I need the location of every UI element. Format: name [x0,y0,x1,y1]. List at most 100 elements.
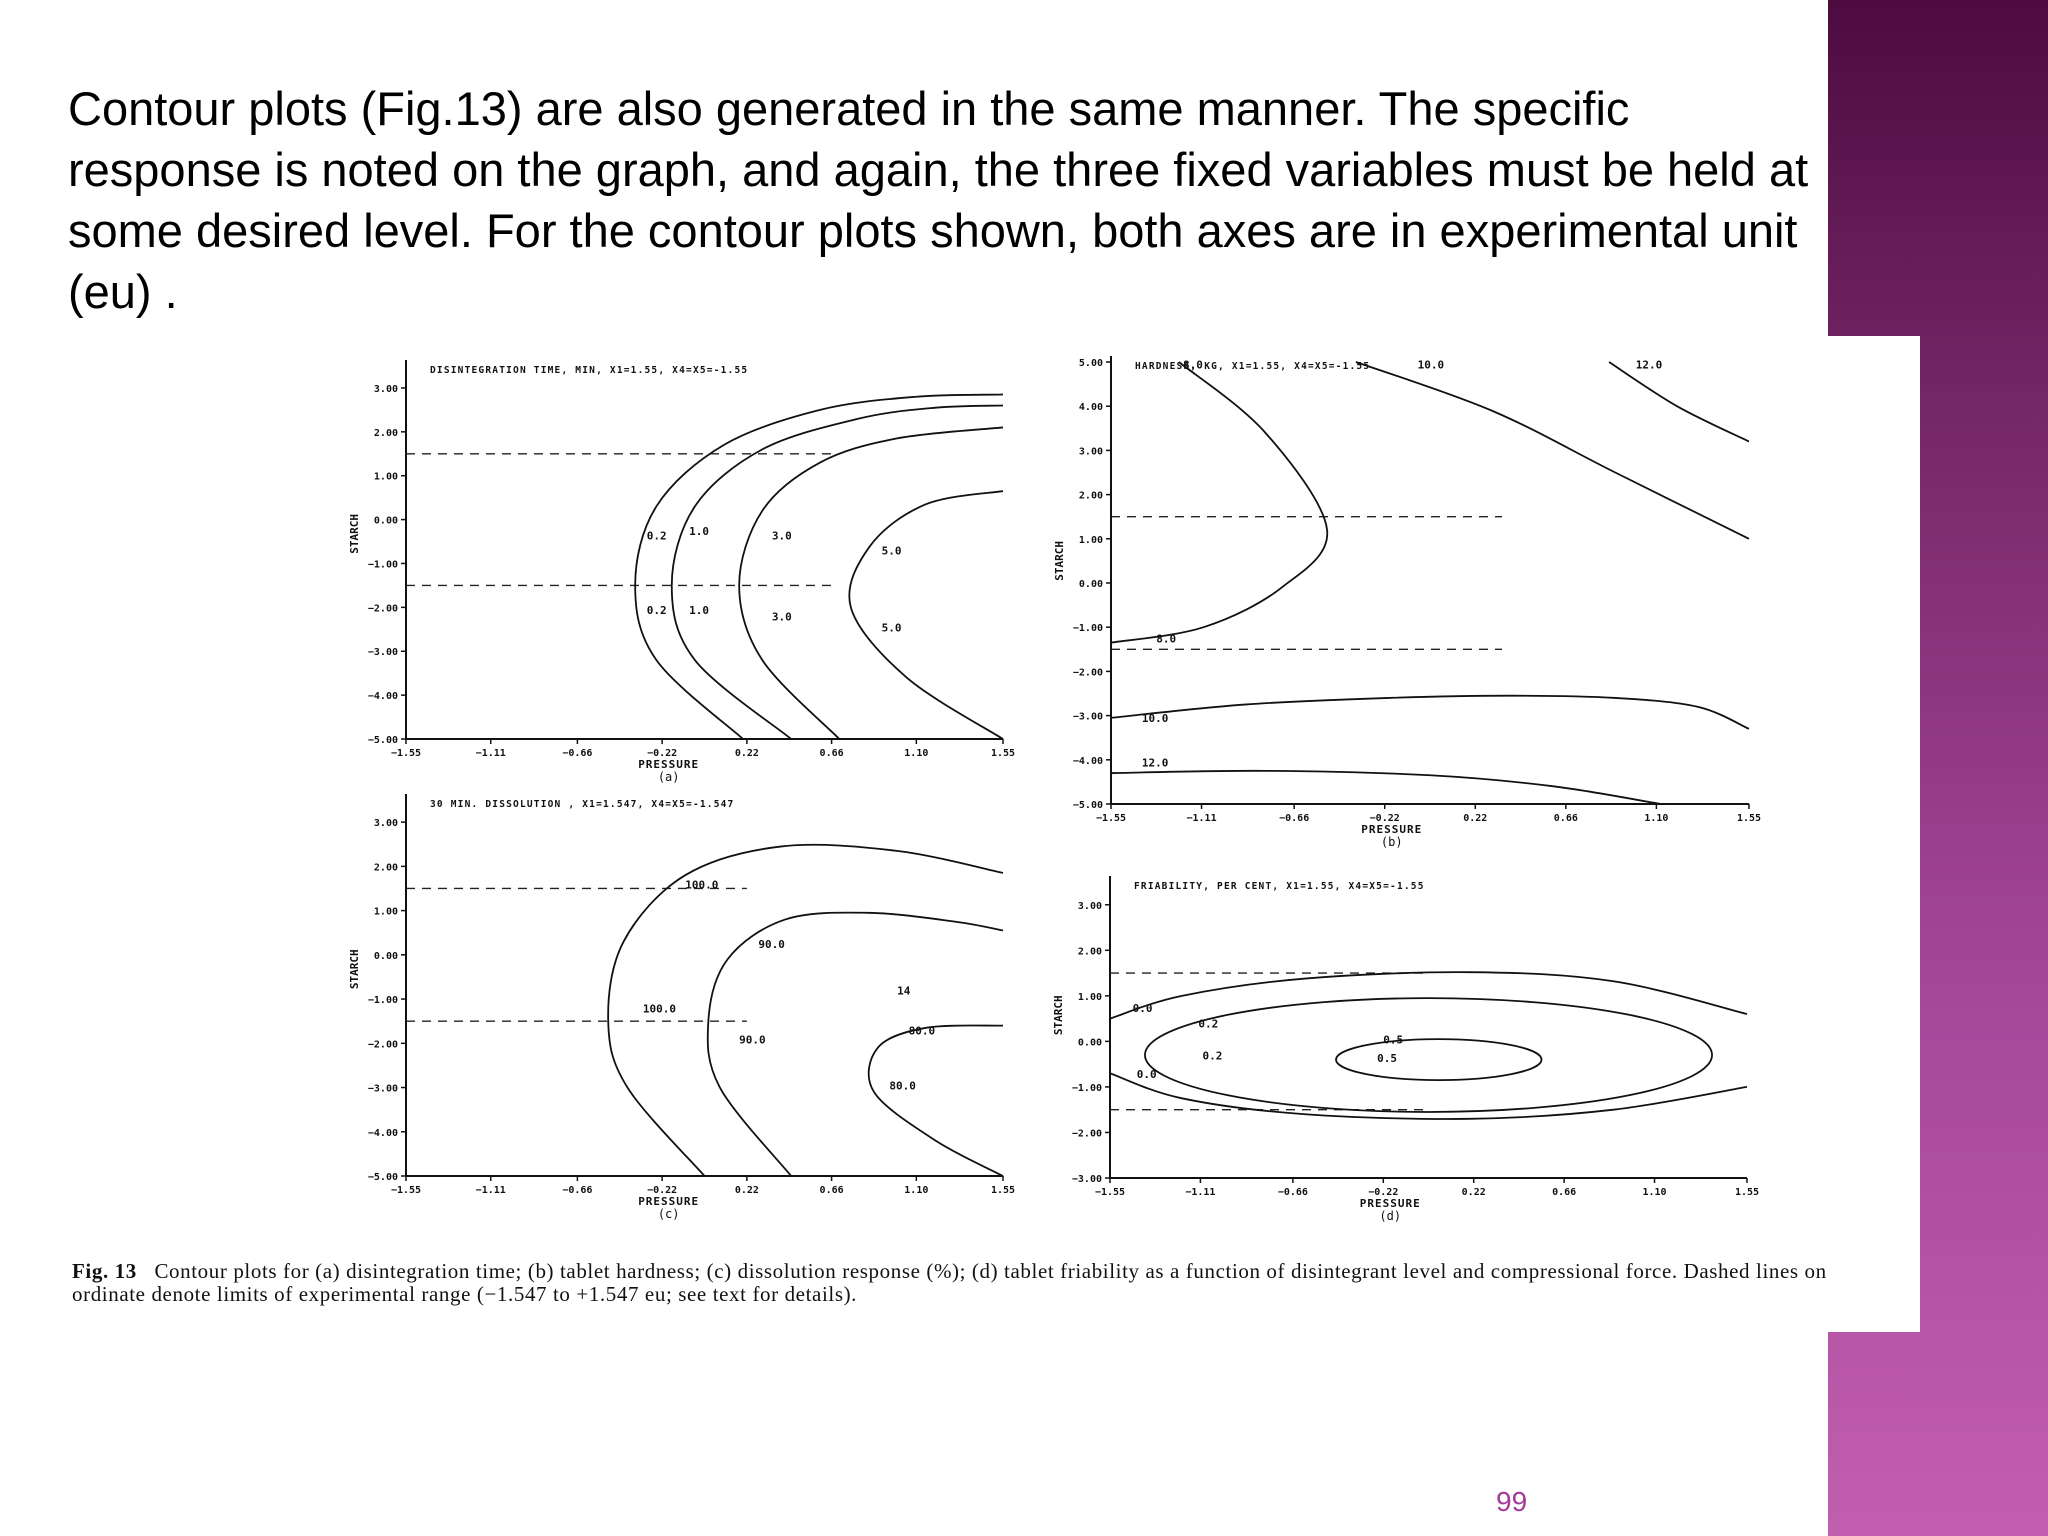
y-tick-label: −4.00 [1073,756,1103,767]
contour-line [1355,361,1750,540]
contour-line [738,426,1004,740]
x-tick-label: −0.22 [1368,1187,1398,1198]
y-axis-label: STARCH [1053,541,1066,581]
x-tick-label: 1.10 [904,1185,928,1196]
y-tick-label: −1.00 [368,995,398,1006]
contour-label: 100.0 [643,1002,676,1015]
contour-label: 1.0 [689,525,709,538]
contour-figure: −1.55 −1.11 −0.66 −0.22 0.22 0.66 1.10 1.553.00… [348,356,1761,1223]
contour-line [1608,361,1750,443]
y-tick-label: 2.00 [1078,946,1102,957]
x-tick-label: −1.55 [391,748,421,759]
x-tick-label: 1.55 [1735,1187,1759,1198]
x-tick-label: 1.10 [1644,813,1668,824]
contour-line [848,490,1004,740]
x-tick-label: −1.55 [1096,813,1126,824]
panel-title: DISINTEGRATION TIME, MIN, X1=1.55, X4=X5… [430,365,748,376]
y-tick-label: −2.00 [368,1039,398,1050]
contour-label: 80.0 [889,1080,916,1093]
x-tick-label: 0.66 [820,1185,844,1196]
panel-title: 30 MIN. DISSOLUTION , X1=1.547, X4=X5=-1… [430,799,734,810]
y-tick-label: −4.00 [368,1128,398,1139]
y-tick-label: −1.00 [368,559,398,570]
y-tick-label: −5.00 [368,1172,398,1183]
contour-label: 5.0 [882,621,902,634]
y-tick-label: 4.00 [1079,402,1103,413]
x-tick-label: 1.55 [991,1185,1015,1196]
x-tick-label: −0.22 [647,1185,677,1196]
y-tick-label: −3.00 [1072,1174,1102,1185]
page-number: 99 [1496,1486,1528,1517]
contour-line [1109,1072,1748,1120]
x-axis-label: PRESSURE [1360,1197,1421,1210]
contour-line [706,911,1004,1177]
x-tick-label: −0.66 [1279,813,1309,824]
contour-label: 3.0 [772,611,792,624]
contour-line [1110,694,1750,730]
contour-line [1110,769,1661,805]
contour-line [867,1024,1004,1177]
y-tick-label: −4.00 [368,691,398,702]
y-tick-label: −5.00 [1073,800,1103,811]
figure-caption: Fig. 13 Contour plots for (a) disintegra… [72,1260,1902,1306]
panel-title: FRIABILITY, PER CENT, X1=1.55, X4=X5=-1.… [1134,881,1425,892]
y-tick-label: −1.00 [1073,623,1103,634]
y-tick-label: −2.00 [1073,667,1103,678]
panel-letter: (b) [1381,835,1403,849]
contour-label: 0.5 [1377,1052,1397,1065]
x-tick-label: 0.22 [735,748,759,759]
x-tick-label: 1.10 [904,748,928,759]
x-tick-label: −0.66 [562,748,592,759]
y-tick-label: 0.00 [374,951,398,962]
intro-paragraph: Contour plots (Fig.13) are also generate… [68,82,1809,318]
contour-panel-2: −1.55 −1.11 −0.66 −0.22 0.22 0.66 1.10 1.55 3.00… [348,794,1015,1221]
x-tick-label: 0.66 [820,748,844,759]
contour-label: 8.0 [1156,633,1176,646]
y-tick-label: 2.00 [374,428,398,439]
contour-line [607,843,1004,1177]
contour-label: 10.0 [1142,712,1169,725]
x-tick-label: 1.55 [1737,813,1761,824]
contour-label: 1.0 [689,604,709,617]
y-tick-label: 0.00 [374,516,398,527]
contour-line [1335,1038,1543,1081]
y-tick-label: 1.00 [374,907,398,918]
x-axis-label: PRESSURE [638,758,699,771]
x-tick-label: 0.22 [735,1185,759,1196]
y-tick-label: 1.00 [374,472,398,483]
contour-label: 0.5 [1383,1034,1403,1047]
y-tick-label: −2.00 [368,603,398,614]
contour-label: 3.0 [772,529,792,542]
contour-line [634,393,1004,740]
y-tick-label: 3.00 [1078,901,1102,912]
y-tick-label: 1.00 [1078,992,1102,1003]
y-axis-label: STARCH [1052,995,1065,1035]
contour-label: 80.0 [909,1024,936,1037]
x-tick-label: −1.55 [391,1185,421,1196]
contour-panel-0: −1.55 −1.11 −0.66 −0.22 0.22 0.66 1.10 1.553.00… [348,360,1015,784]
y-tick-label: 1.00 [1079,535,1103,546]
x-tick-label: 0.66 [1554,813,1578,824]
contour-label: 90.0 [739,1033,766,1046]
y-tick-label: 5.00 [1079,358,1103,369]
contour-label: 0.2 [1202,1050,1222,1063]
y-tick-label: 3.00 [1079,446,1103,457]
caption-figure-number: Fig. 13 [72,1259,137,1283]
contour-label: 100.0 [685,878,718,891]
y-tick-label: 0.00 [1079,579,1103,590]
y-tick-label: −3.00 [1073,712,1103,723]
x-tick-label: 0.22 [1463,813,1487,824]
x-tick-label: 1.55 [991,748,1015,759]
contour-label: 5.0 [882,545,902,558]
contour-label: 0.2 [1198,1018,1218,1031]
y-tick-label: 3.00 [374,818,398,829]
y-tick-label: 2.00 [374,862,398,873]
contour-line [670,404,1004,740]
panel-letter: (c) [658,1207,680,1221]
x-tick-label: −0.66 [562,1185,592,1196]
y-tick-label: −3.00 [368,647,398,658]
contour-line [1110,361,1329,644]
y-tick-label: −1.00 [1072,1083,1102,1094]
panel-letter: (d) [1379,1209,1401,1223]
panel-title: HARDNESS, KG, X1=1.55, X4=X5=-1.55 [1135,361,1370,372]
